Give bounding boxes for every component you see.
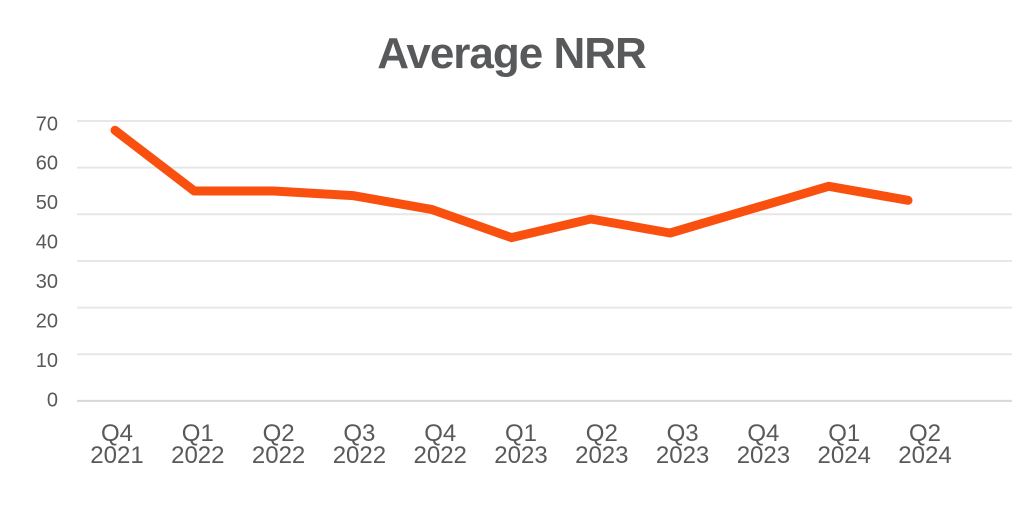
x-axis-tick-label: Q2 bbox=[263, 420, 295, 447]
x-axis-tick-label: 2024 bbox=[818, 442, 871, 469]
x-axis-tick-label: 2022 bbox=[333, 442, 386, 469]
y-axis-tick-label: 10 bbox=[36, 350, 58, 372]
x-axis-tick-label: 2023 bbox=[494, 442, 547, 469]
x-axis-tick-label: Q2 bbox=[909, 420, 941, 447]
x-axis-tick-label: 2021 bbox=[90, 442, 143, 469]
x-axis-tick-label: Q2 bbox=[586, 420, 618, 447]
x-axis-tick-label: 2023 bbox=[656, 442, 709, 469]
x-axis-tick-label: Q4 bbox=[101, 420, 133, 447]
y-axis-tick-label: 30 bbox=[36, 271, 58, 293]
x-axis-tick-label: Q1 bbox=[828, 420, 860, 447]
y-axis-tick-label: 70 bbox=[36, 113, 58, 135]
y-axis-tick-label: 40 bbox=[36, 232, 58, 254]
x-axis-tick-label: 2022 bbox=[171, 442, 224, 469]
x-axis-tick-label: 2022 bbox=[252, 442, 305, 469]
x-axis-tick-label: Q3 bbox=[667, 420, 699, 447]
x-axis-tick-label: 2023 bbox=[575, 442, 628, 469]
y-axis-tick-label: 50 bbox=[36, 192, 58, 214]
x-axis-tick-label: 2024 bbox=[898, 442, 951, 469]
x-axis-tick-label: Q1 bbox=[182, 420, 214, 447]
y-axis-tick-label: 0 bbox=[47, 389, 58, 411]
nrr-series-line bbox=[110, 125, 913, 243]
x-axis-tick-label: Q3 bbox=[343, 420, 375, 447]
y-axis-tick-label: 20 bbox=[36, 310, 58, 332]
chart-title: Average NRR bbox=[377, 29, 647, 78]
y-axis-tick-label: 60 bbox=[36, 153, 58, 175]
x-axis-tick-label: Q1 bbox=[505, 420, 537, 447]
x-axis-tick-label: 2022 bbox=[414, 442, 467, 469]
x-axis-tick-label: 2023 bbox=[737, 442, 790, 469]
x-axis-tick-label: Q4 bbox=[424, 420, 456, 447]
x-axis-tick-label: Q4 bbox=[747, 420, 779, 447]
